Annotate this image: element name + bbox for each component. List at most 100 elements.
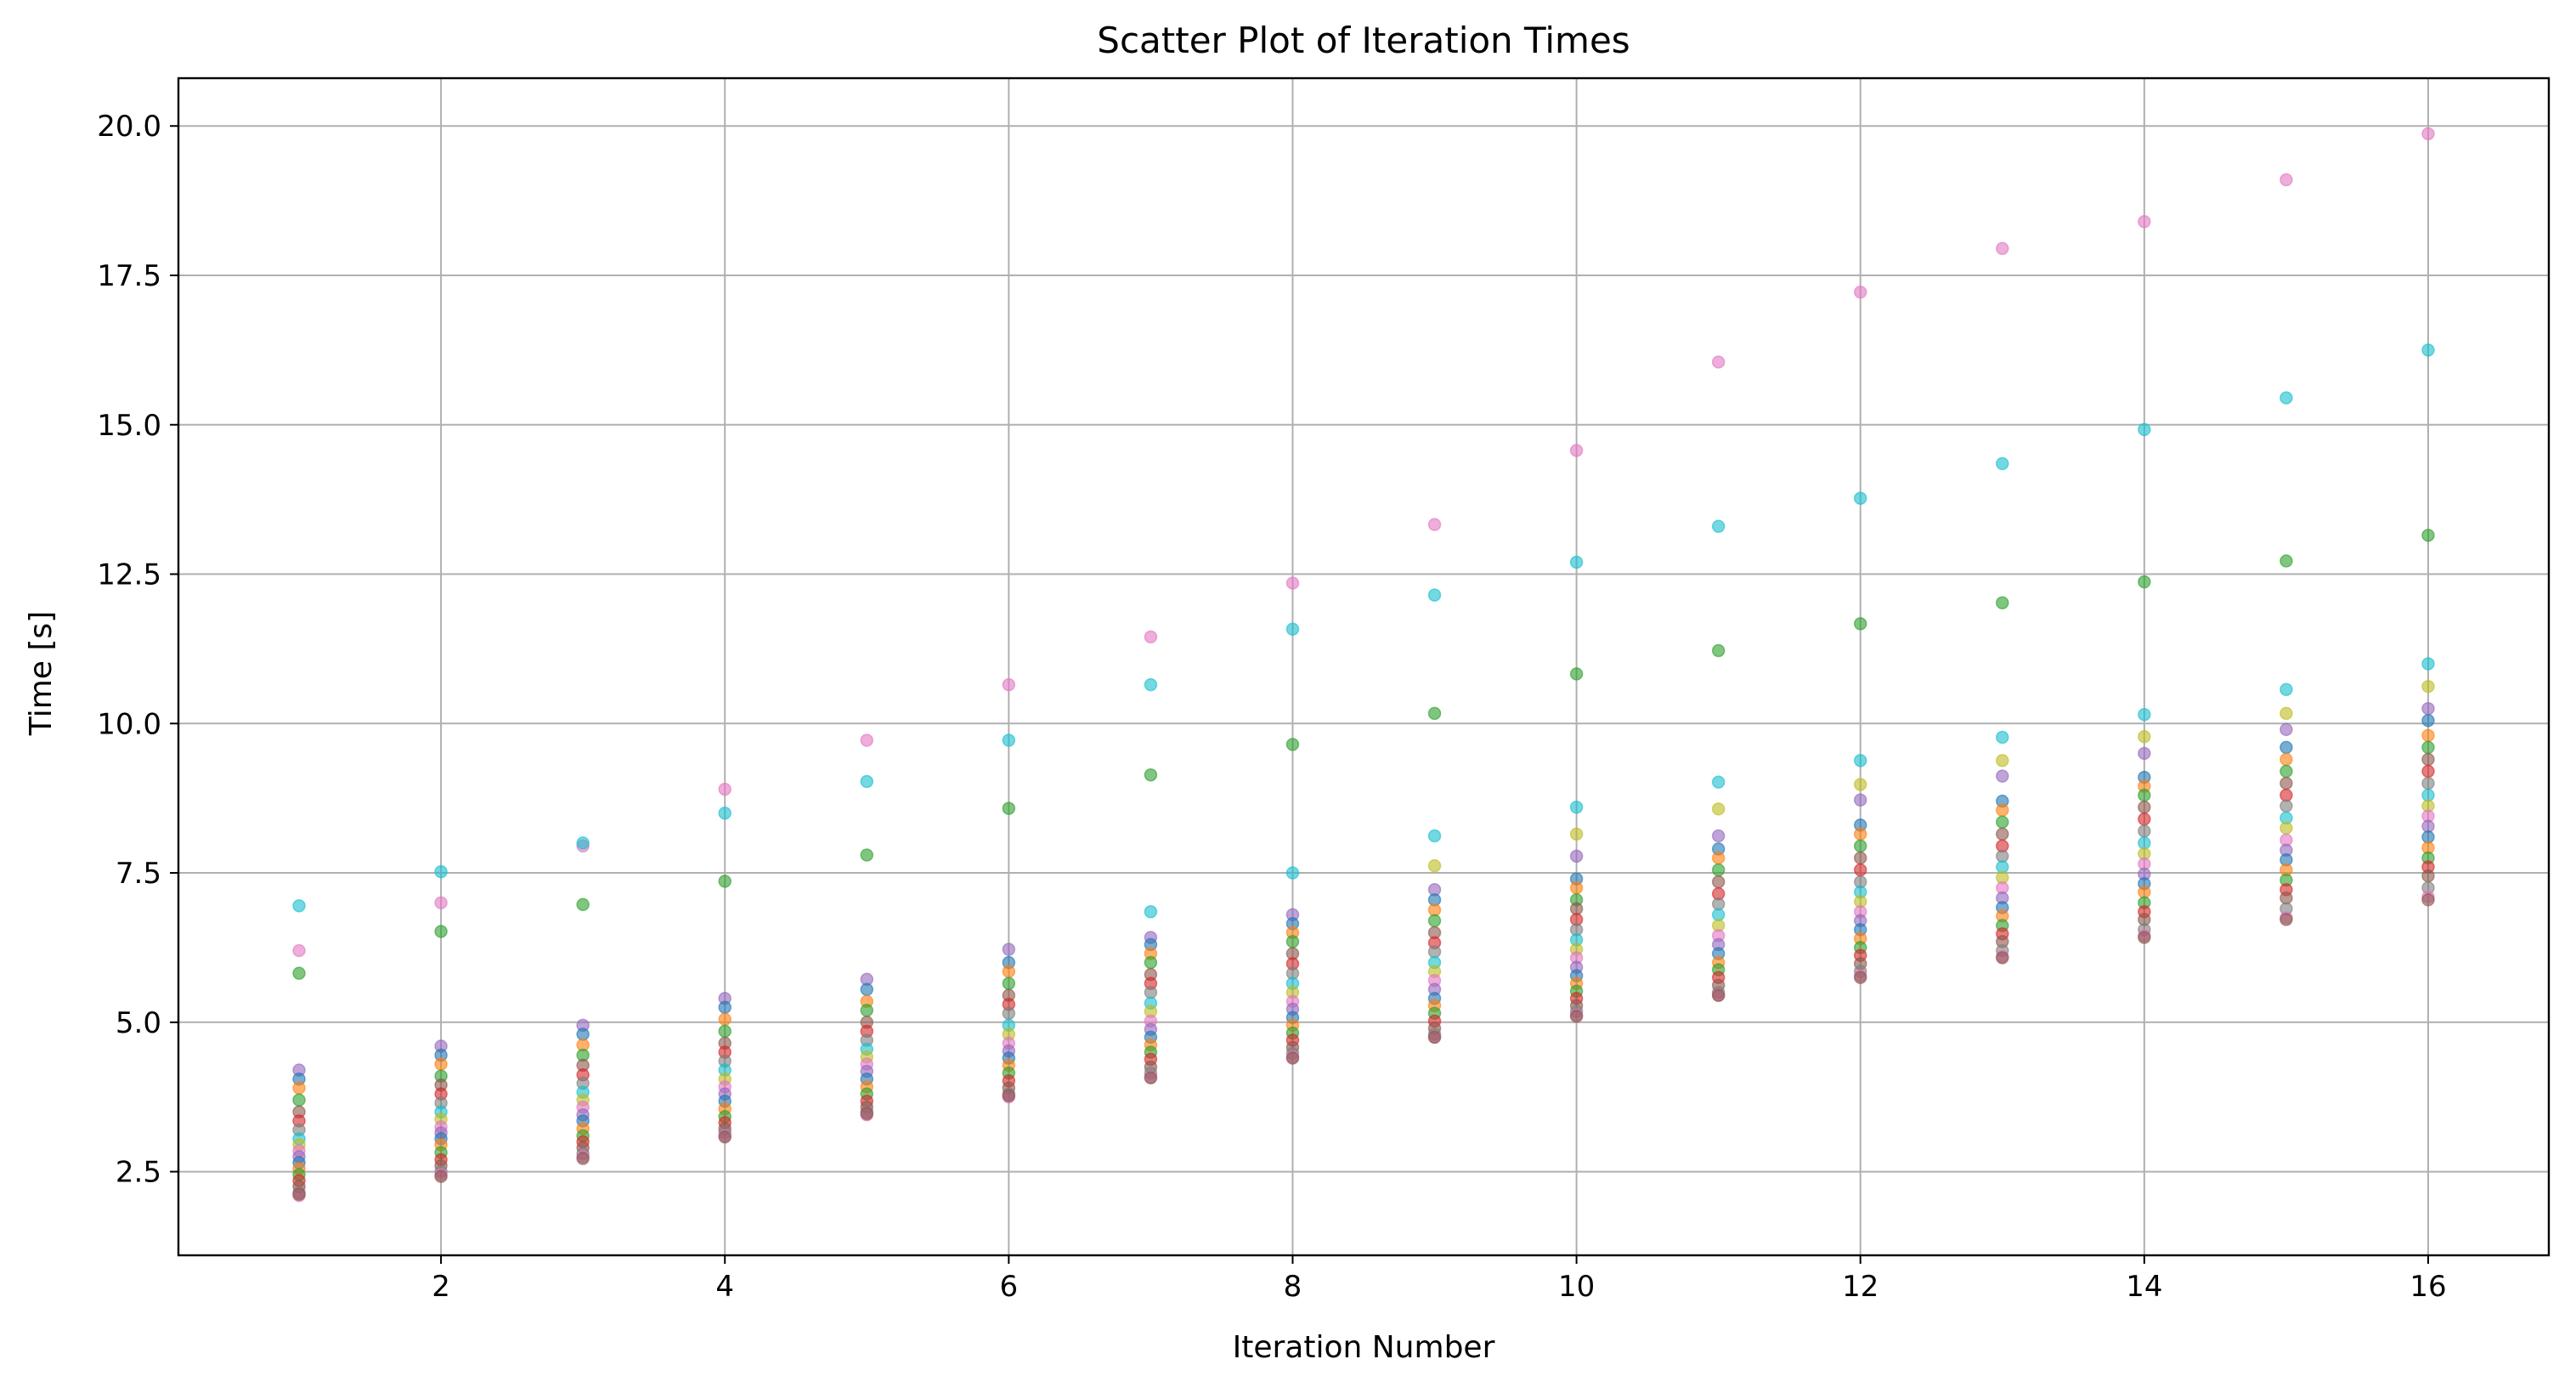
data-point xyxy=(292,1187,306,1202)
data-point xyxy=(2421,788,2435,802)
data-point xyxy=(1569,667,1584,681)
y-tick-label: 20.0 xyxy=(97,110,161,144)
x-tick-label: 4 xyxy=(715,1270,734,1304)
data-point xyxy=(1427,903,1442,917)
data-point xyxy=(2279,752,2293,767)
x-tick-label: 2 xyxy=(432,1270,450,1304)
data-point xyxy=(1427,858,1442,873)
data-point xyxy=(1427,588,1442,602)
data-point xyxy=(2421,764,2435,779)
data-point xyxy=(1711,355,1726,369)
data-point xyxy=(1853,839,1867,853)
data-point xyxy=(1853,617,1867,631)
data-point xyxy=(1427,945,1442,959)
x-tick-label: 12 xyxy=(1842,1270,1878,1304)
axis-ticks: 2 4 6 8 10 12 14 16 2.5 5.0 7.5 10.0 12.5 15.0 17.5 20.… xyxy=(97,110,2446,1304)
data-point xyxy=(1853,851,1867,865)
data-point xyxy=(1285,576,1300,590)
data-point xyxy=(1996,754,2009,767)
data-point xyxy=(1711,802,1726,816)
data-point xyxy=(1002,677,1016,692)
data-point xyxy=(860,1004,874,1017)
data-point xyxy=(1569,1010,1584,1023)
data-point xyxy=(2421,529,2435,542)
data-point xyxy=(1853,491,1867,505)
data-point xyxy=(2421,657,2435,671)
data-point xyxy=(2279,764,2293,779)
data-point xyxy=(1853,778,1867,791)
data-point xyxy=(1711,897,1726,911)
data-point xyxy=(1569,444,1584,457)
data-point xyxy=(2279,799,2293,813)
data-point xyxy=(2138,931,2151,944)
data-point xyxy=(434,896,448,909)
data-point xyxy=(1853,793,1867,807)
data-point xyxy=(1711,875,1726,889)
data-point xyxy=(1144,677,1158,692)
data-point xyxy=(2421,819,2435,833)
data-point xyxy=(718,1000,732,1014)
data-point xyxy=(2279,821,2293,835)
data-point xyxy=(2421,127,2435,141)
data-point xyxy=(1711,775,1726,789)
data-point xyxy=(718,806,732,820)
data-point xyxy=(1144,1071,1158,1084)
data-point xyxy=(1002,1089,1016,1103)
data-point xyxy=(1711,863,1726,877)
data-point xyxy=(1002,801,1016,815)
data-point xyxy=(2421,740,2435,755)
data-point xyxy=(1144,768,1158,782)
data-point xyxy=(1996,456,2009,471)
data-point xyxy=(1427,914,1442,928)
data-point xyxy=(860,982,874,996)
plot-frame xyxy=(177,76,2551,1257)
data-point xyxy=(434,925,448,938)
data-point xyxy=(2279,776,2293,790)
data-point xyxy=(1996,241,2009,256)
data-point xyxy=(1569,881,1584,895)
y-tick-label: 10.0 xyxy=(97,707,161,741)
data-point xyxy=(2421,892,2435,907)
data-point xyxy=(434,1169,448,1183)
data-point xyxy=(2138,885,2151,899)
data-point xyxy=(718,875,732,888)
data-point xyxy=(1002,1006,1016,1021)
y-axis-label: Time [s] xyxy=(24,611,59,736)
y-tick-label: 12.5 xyxy=(97,558,161,592)
data-point xyxy=(576,836,590,850)
data-point xyxy=(1002,943,1016,956)
data-point xyxy=(1996,815,2009,830)
data-point xyxy=(2138,746,2151,761)
data-point xyxy=(292,898,306,913)
data-points xyxy=(292,127,2435,1203)
data-point xyxy=(2138,788,2151,802)
data-point xyxy=(2279,913,2293,926)
data-point xyxy=(1711,519,1726,534)
data-point xyxy=(2421,714,2435,728)
data-point xyxy=(1996,730,2009,745)
data-point xyxy=(576,898,590,912)
data-point xyxy=(1002,965,1016,978)
data-point xyxy=(1853,285,1867,299)
data-point xyxy=(1427,706,1442,721)
data-point xyxy=(718,782,732,796)
data-point xyxy=(718,1012,732,1027)
data-point xyxy=(2279,554,2293,568)
x-axis-label: Iteration Number xyxy=(1233,1330,1495,1365)
data-point xyxy=(2421,752,2435,767)
x-tick-label: 6 xyxy=(1000,1270,1019,1304)
data-point xyxy=(1144,985,1158,999)
data-point xyxy=(1285,1051,1300,1065)
data-point xyxy=(1996,860,2009,874)
data-point xyxy=(860,774,874,789)
x-tick-label: 10 xyxy=(1558,1270,1595,1304)
data-point xyxy=(2138,813,2151,826)
x-tick-label: 8 xyxy=(1284,1270,1302,1304)
data-point xyxy=(1853,863,1867,877)
data-point xyxy=(2421,776,2435,790)
data-point xyxy=(1711,643,1726,658)
data-point xyxy=(2279,722,2293,737)
data-point xyxy=(2421,343,2435,357)
x-tick-label: 14 xyxy=(2126,1270,2162,1304)
